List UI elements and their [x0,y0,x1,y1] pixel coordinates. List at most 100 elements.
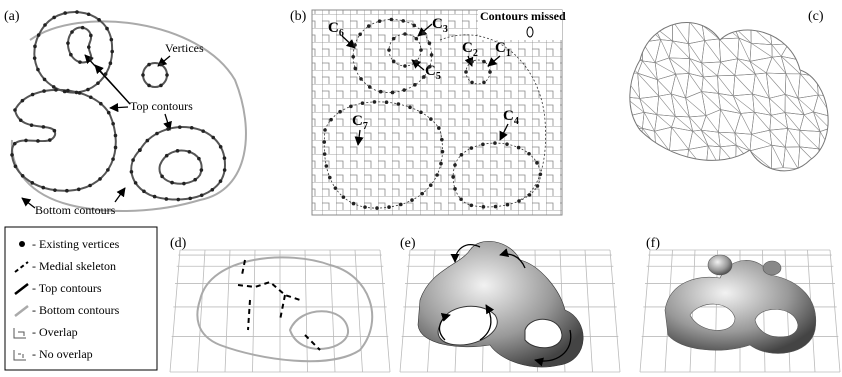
mesh-edge [781,42,803,60]
mesh-edge [766,56,786,73]
vertex [470,60,474,64]
vertex [460,153,464,157]
vertex [363,205,367,209]
vertex [30,123,34,127]
vertex [482,60,486,64]
mesh-edge [734,2,755,26]
mesh-edge [706,146,721,171]
vertex [403,32,407,36]
surface-peak [763,261,781,275]
vertex [159,84,163,88]
vertex [99,102,103,106]
vertex [89,57,93,61]
vertex [86,88,90,92]
vertex [200,193,204,197]
bottom-contour [12,21,246,211]
vertex [10,153,14,157]
vertex [353,67,357,71]
vertex [440,138,444,142]
mesh-edge [785,128,799,147]
ground-grid [170,250,390,372]
vertex [36,139,40,143]
grid-line [170,250,180,372]
mesh-edge [785,113,804,131]
vertex [437,126,441,130]
vertex [160,175,164,179]
vertex [517,146,521,150]
mesh-edge [769,21,789,45]
grid-line [253,250,256,372]
vertex [323,128,327,132]
mesh-edge [702,76,719,94]
vertex [453,187,457,191]
vertex [13,142,17,146]
top-contour [143,63,167,87]
vertex [130,170,134,174]
mesh-edge [655,58,676,80]
vertex [165,73,169,77]
vertex [97,18,101,22]
mesh-edge [625,147,640,171]
vertex [535,161,539,165]
grid-line [640,250,650,372]
vertex [87,12,91,16]
vertex [87,45,91,49]
mesh-edge [625,128,643,149]
figure: (a) Vertices Top contours Bottom contour… [0,0,842,377]
mesh-edge [621,21,642,42]
vertex [494,205,498,209]
vertex [429,183,433,187]
vertex [134,181,138,185]
mesh-edge [734,26,752,43]
vertex [428,65,432,69]
vertex [403,64,407,68]
vertex [379,90,383,94]
vertex [52,16,56,20]
mesh-edge [719,38,739,62]
grid-line [830,250,840,372]
mesh-edge [669,58,690,74]
vertex [482,81,486,85]
mesh-edge [798,147,821,169]
vertex [159,63,163,67]
vertex [78,91,82,95]
vertex [410,198,414,202]
grid-line [585,250,593,372]
vertex [419,110,423,114]
vertex [422,31,426,35]
vertex [53,129,57,133]
mesh-edge [819,149,832,168]
annotation: Bottom contours [35,203,116,217]
vertex [482,205,486,209]
contour [290,311,348,349]
vertex [412,24,416,28]
vertex [223,168,227,172]
vertex [385,100,389,104]
vertex [178,125,182,129]
mesh-edge [718,93,740,113]
vertex [106,168,110,172]
vertex [42,125,46,129]
vertex [30,181,34,185]
vertex [373,100,377,104]
mesh-edge [669,41,690,59]
mesh-edge [640,145,659,170]
vertex [147,84,151,88]
vertex [14,165,18,169]
wireframe-mesh [621,1,836,170]
mesh-edge [735,112,754,134]
vertex [107,111,111,115]
mesh-edge [800,61,818,77]
vertex [223,156,227,160]
vertex [48,138,52,142]
mesh-edge [654,5,672,27]
mesh-edge [751,112,771,134]
vertex [75,10,79,14]
vertex [19,118,23,122]
vertex [21,99,25,103]
panel-a: (a) Vertices Top contours Bottom contour… [4,9,246,217]
surface-peak [708,255,732,275]
contour [197,257,372,361]
vertex [200,168,204,172]
vertex [165,197,169,201]
